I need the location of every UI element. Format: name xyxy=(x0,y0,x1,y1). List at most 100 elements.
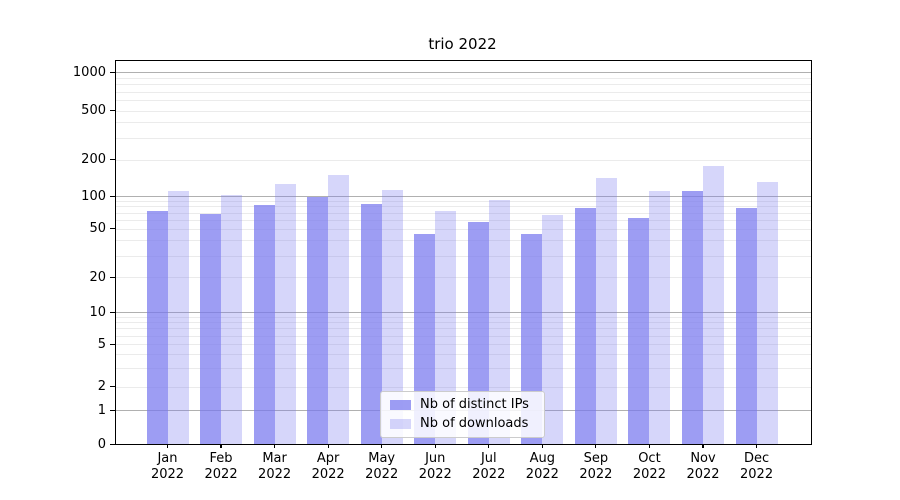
gridline-minor-80 xyxy=(116,206,811,208)
y-tick-label-20: 20 xyxy=(89,269,106,285)
y-tick-mark-50 xyxy=(110,228,115,230)
x-tick-yearline-apr: 2022 xyxy=(311,467,345,482)
bar-ips-sep xyxy=(574,207,596,444)
x-tick-label-mar: Mar 2022 xyxy=(247,451,303,483)
y-tick-label-500: 500 xyxy=(81,103,106,118)
x-tick-label-sep: Sep 2022 xyxy=(568,451,624,483)
bar-ips-oct xyxy=(628,217,650,444)
bar-ips-dec xyxy=(735,207,757,444)
y-tick-label-1: 1 xyxy=(97,402,106,418)
x-tick-mark-mar xyxy=(274,444,276,448)
y-tick-mark-20 xyxy=(110,276,115,278)
x-tick-month-apr: Apr xyxy=(316,451,340,466)
y-tick-mark-500 xyxy=(110,110,115,112)
x-tick-label-apr: Apr 2022 xyxy=(300,451,356,483)
x-tick-label-dec: Dec 2022 xyxy=(729,451,785,483)
legend-swatch-downloads xyxy=(390,419,411,429)
y-tick-label-200: 200 xyxy=(81,152,106,167)
y-tick-label-10: 10 xyxy=(89,304,106,320)
y-tick-label-100: 100 xyxy=(81,188,106,204)
legend: Nb of distinct IPs Nb of downloads xyxy=(380,391,545,438)
gridline-minor-9 xyxy=(116,316,811,318)
x-tick-mark-may xyxy=(381,444,383,448)
x-tick-yearline-nov: 2022 xyxy=(686,467,720,482)
bar-downloads-nov xyxy=(703,166,724,444)
y-tick-label-1000: 1000 xyxy=(72,64,106,80)
bar-downloads-dec xyxy=(756,182,778,444)
gridline-minor-5 xyxy=(116,344,811,345)
x-tick-label-oct: Oct 2022 xyxy=(621,451,677,483)
gridline-major-100 xyxy=(116,196,811,197)
bar-ips-nov xyxy=(682,190,703,444)
y-tick-label-2: 2 xyxy=(97,379,106,394)
gridline-minor-50 xyxy=(116,228,811,230)
x-tick-label-nov: Nov 2022 xyxy=(675,451,731,483)
gridline-minor-30 xyxy=(116,255,811,257)
gridline-minor-800 xyxy=(116,84,811,86)
x-tick-month-sep: Sep xyxy=(583,451,609,466)
gridline-minor-2 xyxy=(116,386,811,388)
bar-ips-mar xyxy=(253,205,275,444)
legend-swatch-distinct-ips xyxy=(390,400,411,410)
bar-downloads-mar xyxy=(274,183,296,444)
gridline-minor-500 xyxy=(116,110,811,112)
bar-downloads-jul xyxy=(488,199,510,444)
x-tick-yearline-jul: 2022 xyxy=(472,467,506,482)
x-tick-yearline-may: 2022 xyxy=(365,467,399,482)
y-tick-label-50: 50 xyxy=(89,221,106,236)
y-tick-mark-1 xyxy=(110,409,115,411)
x-tick-yearline-jan: 2022 xyxy=(150,467,185,482)
legend-item-distinct-ips: Nb of distinct IPs xyxy=(390,398,535,412)
x-tick-label-jun: Jun 2022 xyxy=(407,451,463,483)
x-tick-month-jan: Jan xyxy=(157,451,178,466)
gridline-minor-900 xyxy=(116,77,811,79)
legend-item-downloads: Nb of downloads xyxy=(390,417,535,431)
y-tick-label-0: 0 xyxy=(97,436,106,452)
x-tick-mark-oct xyxy=(648,444,651,448)
x-tick-month-aug: Aug xyxy=(529,451,556,466)
x-tick-month-feb: Feb xyxy=(209,451,233,466)
y-tick-mark-200 xyxy=(110,159,115,161)
x-tick-label-aug: Aug 2022 xyxy=(514,451,570,483)
x-tick-mark-jul xyxy=(488,444,490,448)
x-tick-yearline-dec: 2022 xyxy=(740,467,774,482)
gridline-major-1000 xyxy=(116,72,811,73)
gridline-minor-7 xyxy=(116,328,811,330)
gridline-minor-600 xyxy=(116,100,811,102)
x-tick-month-nov: Nov xyxy=(690,451,716,466)
legend-label-downloads: Nb of downloads xyxy=(420,416,529,431)
bar-downloads-jan xyxy=(167,190,189,444)
bar-ips-feb xyxy=(200,214,222,444)
bar-downloads-jun xyxy=(435,211,457,444)
gridline-minor-60 xyxy=(116,219,811,221)
bar-ips-jan xyxy=(146,211,168,444)
x-tick-label-jan: Jan 2022 xyxy=(140,451,196,483)
x-tick-yearline-jun: 2022 xyxy=(418,467,452,482)
y-tick-mark-5 xyxy=(110,343,115,345)
bar-ips-jul xyxy=(467,222,489,444)
plot-area: 0 1 2 5 10 20 50 100 200 500 1000 Jan 2022 Feb 2022 Mar… xyxy=(73,60,812,482)
gridline-minor-4 xyxy=(116,354,811,356)
bar-downloads-may xyxy=(381,189,403,444)
x-tick-yearline-sep: 2022 xyxy=(579,467,613,482)
gridline-minor-90 xyxy=(116,200,811,202)
gridline-minor-70 xyxy=(116,212,811,214)
x-tick-label-may: May 2022 xyxy=(354,451,410,483)
x-tick-yearline-aug: 2022 xyxy=(525,467,559,482)
gridline-major-10 xyxy=(116,312,811,313)
x-tick-month-jun: Jun xyxy=(425,451,446,466)
x-tick-yearline-feb: 2022 xyxy=(204,467,238,482)
gridline-minor-200 xyxy=(116,159,811,161)
x-tick-month-oct: Oct xyxy=(638,451,661,466)
x-tick-month-jul: Jul xyxy=(480,451,497,466)
x-tick-label-feb: Feb 2022 xyxy=(193,451,249,483)
bar-downloads-aug xyxy=(542,215,564,444)
bar-downloads-sep xyxy=(595,177,617,444)
chart-title: trio 2022 xyxy=(428,35,497,53)
gridline-minor-20 xyxy=(116,277,811,278)
y-tick-mark-2 xyxy=(110,386,115,388)
x-tick-mark-jan xyxy=(166,444,169,448)
gridline-minor-6 xyxy=(116,335,811,337)
y-tick-mark-10 xyxy=(110,311,115,313)
